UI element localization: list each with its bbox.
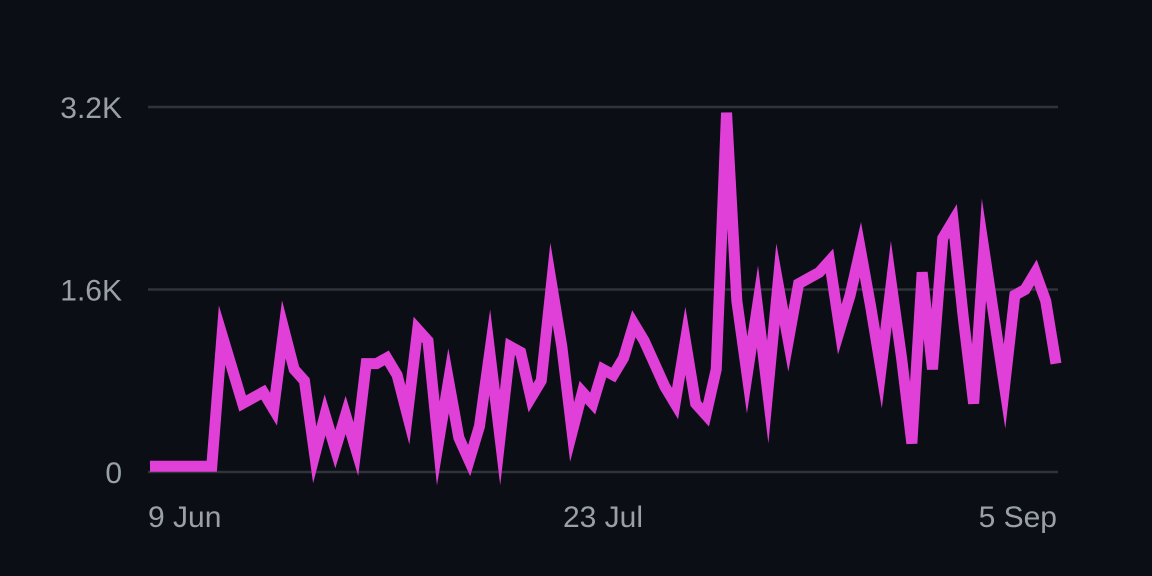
- x-tick-label: 5 Sep: [979, 501, 1057, 534]
- series-layer: [150, 112, 1062, 486]
- x-tick-label: 23 Jul: [563, 501, 643, 534]
- series-line: [150, 112, 1062, 486]
- x-tick-label: 9 Jun: [148, 501, 221, 534]
- x-axis-tick-labels: 9 Jun 23 Jul 5 Sep: [148, 501, 1057, 534]
- y-tick-label: 1.6K: [60, 275, 122, 308]
- y-tick-label: 3.2K: [60, 92, 122, 125]
- y-tick-label: 0: [105, 457, 122, 490]
- grid-lines: [148, 105, 1058, 474]
- y-axis-tick-labels: 0 1.6K 3.2K: [60, 92, 122, 490]
